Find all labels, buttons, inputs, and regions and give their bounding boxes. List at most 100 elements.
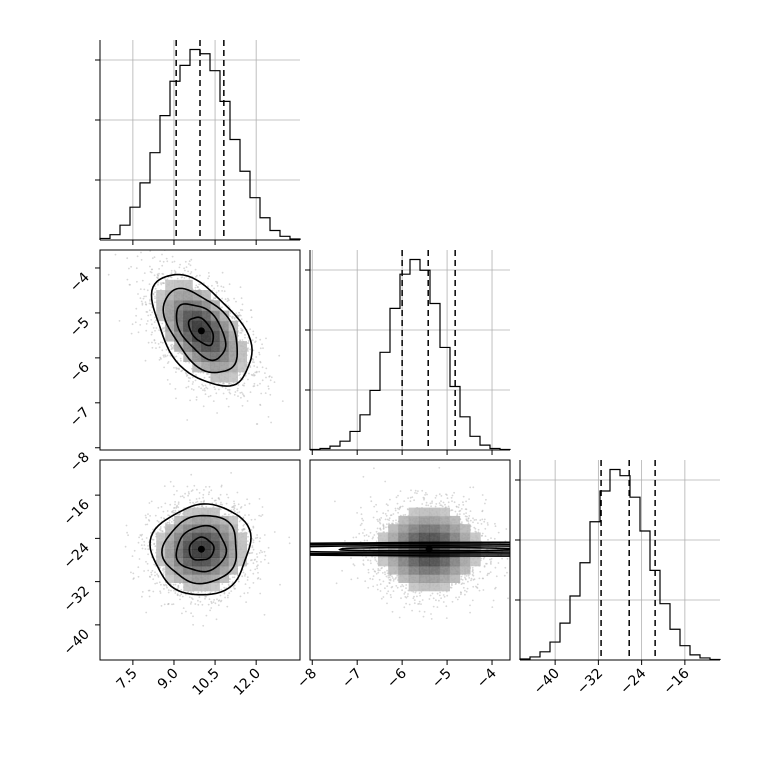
- density-cell: [174, 320, 184, 332]
- scatter-point: [258, 351, 260, 354]
- scatter-point: [240, 391, 243, 394]
- scatter-point: [189, 399, 192, 402]
- scatter-point: [158, 329, 161, 332]
- scatter-point: [237, 384, 240, 386]
- histogram-step: [519, 468, 721, 661]
- scatter-point: [252, 349, 255, 352]
- scatter-point: [139, 324, 142, 326]
- scatter-point: [152, 216, 154, 218]
- scatter-point: [202, 371, 205, 374]
- scatter-point: [114, 253, 117, 256]
- scatter-point: [189, 501, 192, 504]
- scatter-point: [154, 545, 157, 548]
- scatter-point: [190, 473, 193, 476]
- scatter-point: [165, 585, 168, 587]
- scatter-point: [130, 332, 133, 335]
- scatter-point: [208, 598, 211, 601]
- density-cell: [183, 330, 193, 342]
- scatter-point: [152, 590, 155, 593]
- scatter-point: [259, 347, 262, 350]
- scatter-point: [201, 603, 204, 606]
- scatter-point: [205, 386, 208, 389]
- scatter-point: [213, 287, 216, 290]
- scatter-point: [131, 323, 134, 326]
- scatter-point: [240, 327, 243, 330]
- scatter-point: [216, 281, 219, 284]
- scatter-point: [144, 514, 147, 517]
- scatter-point: [244, 374, 247, 377]
- scatter-point: [197, 591, 200, 594]
- scatter-point: [219, 493, 222, 496]
- density-cell: [156, 290, 166, 301]
- scatter-point: [148, 595, 151, 598]
- scatter-point: [237, 503, 240, 506]
- scatter-point: [254, 340, 257, 343]
- scatter-point: [234, 391, 237, 393]
- scatter-point: [146, 311, 149, 313]
- scatter-point: [229, 312, 232, 315]
- density-cell: [237, 361, 247, 373]
- scatter-point: [162, 260, 165, 263]
- density-cell: [156, 310, 166, 322]
- scatter-point: [181, 353, 184, 355]
- scatter-point: [228, 382, 231, 385]
- scatter-point: [167, 591, 170, 594]
- scatter-point: [162, 583, 165, 586]
- scatter-point: [249, 366, 252, 368]
- scatter-point: [147, 519, 150, 521]
- scatter-point: [256, 536, 259, 539]
- scatter-point: [166, 278, 169, 281]
- scatter-point: [234, 504, 237, 507]
- scatter-point: [267, 385, 270, 388]
- scatter-point: [209, 394, 212, 397]
- scatter-point: [202, 405, 205, 408]
- scatter-point: [156, 519, 159, 522]
- scatter-point: [204, 393, 207, 396]
- scatter-point: [256, 567, 259, 570]
- scatter-point: [231, 315, 234, 318]
- scatter-point: [149, 515, 152, 517]
- scatter-point: [220, 588, 223, 591]
- scatter-point: [278, 354, 281, 357]
- density-cell: [192, 310, 202, 322]
- scatter-point: [211, 497, 214, 500]
- scatter-point: [170, 521, 173, 523]
- scatter-point: [162, 510, 165, 513]
- density-cell: [174, 290, 184, 301]
- scatter-point: [154, 571, 156, 574]
- scatter-point: [136, 255, 139, 258]
- scatter-point: [198, 497, 201, 500]
- scatter-point: [213, 499, 216, 502]
- scatter-point: [147, 553, 150, 556]
- scatter-point: [171, 517, 174, 520]
- scatter-point: [149, 250, 152, 252]
- density-cell: [201, 300, 211, 311]
- scatter-point: [244, 336, 246, 339]
- scatter-point: [239, 309, 242, 311]
- scatter-point: [157, 576, 160, 578]
- scatter-point: [242, 516, 245, 519]
- scatter-point: [173, 366, 175, 369]
- scatter-point: [225, 397, 228, 400]
- scatter-point: [146, 320, 149, 322]
- scatter-point: [239, 373, 242, 376]
- scatter-point: [169, 354, 172, 357]
- scatter-point: [178, 351, 181, 354]
- scatter-point: [192, 501, 194, 504]
- histogram-panel-1: [305, 250, 511, 455]
- scatter-point: [256, 366, 259, 369]
- scatter-point: [178, 266, 181, 269]
- scatter-point: [209, 609, 212, 612]
- scatter-point: [240, 396, 242, 399]
- scatter-point: [154, 291, 156, 294]
- scatter-point: [239, 519, 242, 521]
- scatter-point: [127, 534, 129, 537]
- scatter-point: [156, 276, 159, 279]
- scatter-point: [221, 503, 224, 506]
- scatter-point: [256, 565, 258, 568]
- density-cell: [228, 341, 238, 352]
- contour-line: [175, 303, 227, 362]
- scatter-point: [160, 506, 163, 508]
- scatter-point: [149, 576, 152, 578]
- scatter-point: [232, 508, 235, 511]
